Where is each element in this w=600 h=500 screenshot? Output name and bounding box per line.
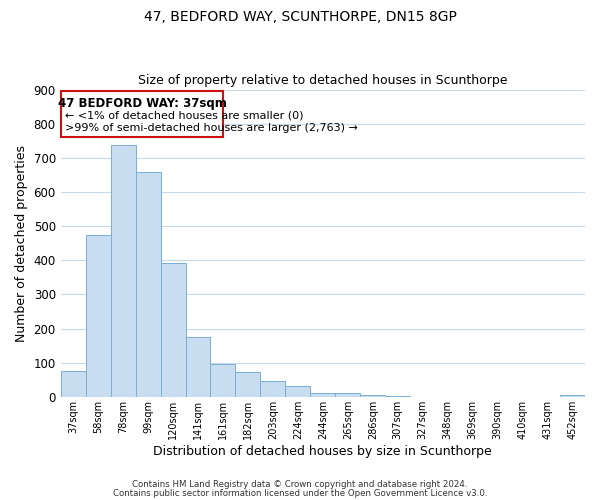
Bar <box>310 392 335 397</box>
Text: 47 BEDFORD WAY: 37sqm: 47 BEDFORD WAY: 37sqm <box>58 98 227 110</box>
Bar <box>335 394 360 397</box>
Bar <box>136 172 161 397</box>
Bar <box>286 386 310 397</box>
Bar <box>211 364 235 397</box>
Text: Contains HM Land Registry data © Crown copyright and database right 2024.: Contains HM Land Registry data © Crown c… <box>132 480 468 489</box>
Bar <box>560 395 585 397</box>
Bar <box>61 371 86 397</box>
Bar <box>61 92 223 138</box>
Bar <box>110 145 136 397</box>
Bar <box>360 396 385 397</box>
Bar <box>235 372 260 397</box>
Title: Size of property relative to detached houses in Scunthorpe: Size of property relative to detached ho… <box>138 74 508 87</box>
Bar <box>161 263 185 397</box>
Text: 47, BEDFORD WAY, SCUNTHORPE, DN15 8GP: 47, BEDFORD WAY, SCUNTHORPE, DN15 8GP <box>143 10 457 24</box>
Text: >99% of semi-detached houses are larger (2,763) →: >99% of semi-detached houses are larger … <box>65 123 358 133</box>
Y-axis label: Number of detached properties: Number of detached properties <box>15 144 28 342</box>
Text: Contains public sector information licensed under the Open Government Licence v3: Contains public sector information licen… <box>113 488 487 498</box>
Text: ← <1% of detached houses are smaller (0): ← <1% of detached houses are smaller (0) <box>65 110 304 120</box>
X-axis label: Distribution of detached houses by size in Scunthorpe: Distribution of detached houses by size … <box>154 444 492 458</box>
Bar <box>385 396 410 397</box>
Bar <box>185 337 211 397</box>
Bar <box>260 382 286 397</box>
Bar <box>86 234 110 397</box>
